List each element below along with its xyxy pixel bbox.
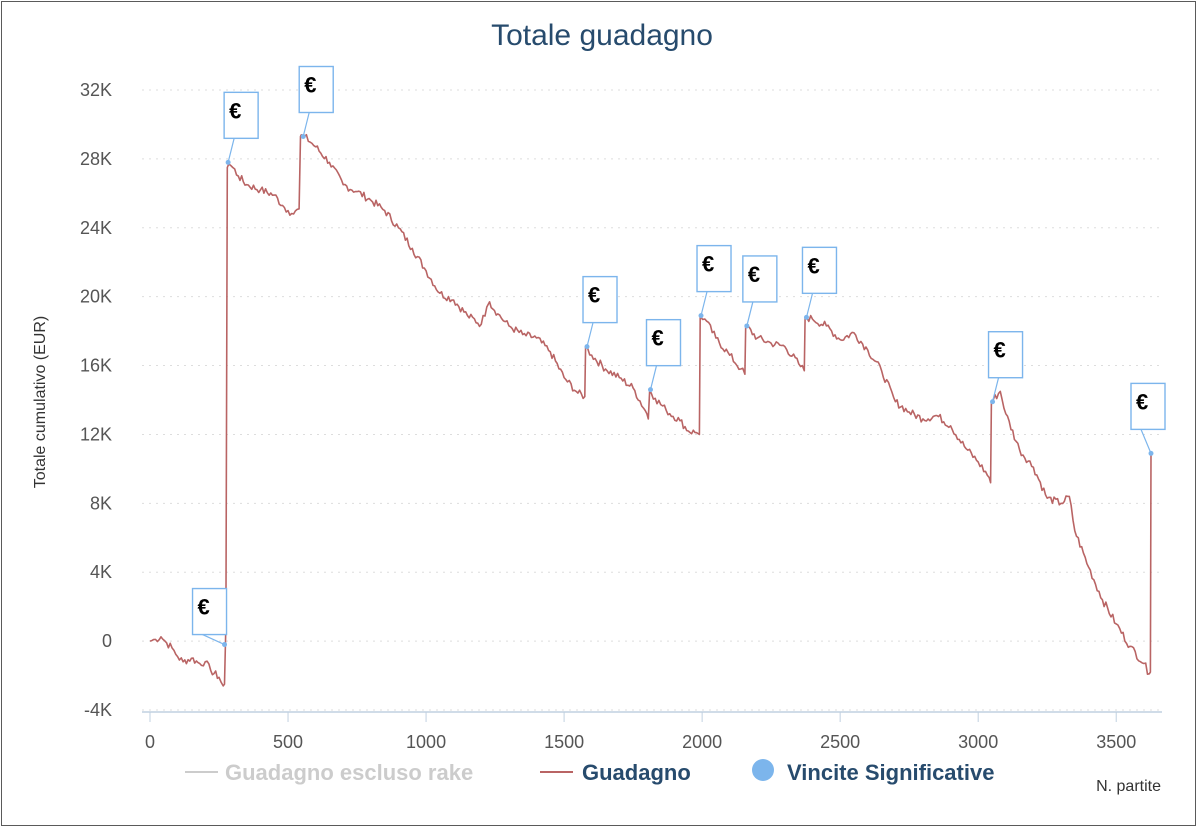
flag-label: € (229, 98, 241, 123)
y-tick-label: 32K (80, 80, 112, 100)
flag-point (1148, 450, 1154, 456)
flag-stem (227, 138, 235, 163)
flag-point (698, 313, 704, 319)
legend-item-guadagno[interactable]: Guadagno (540, 760, 691, 785)
flag-label: € (994, 338, 1006, 363)
series-layer (149, 133, 1152, 687)
flag-point (648, 387, 653, 393)
flag-box (987, 331, 1024, 379)
x-tick-label: 2500 (820, 732, 860, 752)
flag-vincita[interactable]: € (801, 246, 838, 320)
flag-label: € (588, 283, 600, 308)
flag-vincita[interactable]: € (223, 91, 259, 165)
flag-vincita[interactable]: € (298, 65, 334, 140)
flag-vincita[interactable]: € (696, 244, 732, 319)
y-tick-label: 24K (80, 218, 112, 238)
grid-lines (142, 89, 1162, 711)
x-axis-title: N. partite (1096, 778, 1161, 795)
flag-stem (586, 322, 594, 347)
flag-point (990, 399, 996, 405)
flag-stem (1140, 429, 1152, 454)
legend: Guadagno escluso rake Guadagno Vincite S… (185, 759, 994, 785)
flag-vincita[interactable]: € (645, 318, 682, 393)
legend-item-vincite-significative[interactable]: Vincite Significative (752, 759, 994, 785)
flag-label: € (1136, 389, 1148, 414)
flag-box (191, 587, 228, 636)
y-tick-label: 4K (90, 562, 112, 582)
x-tick-label: 0 (145, 732, 155, 752)
flag-vincita[interactable]: € (191, 587, 228, 648)
y-tick-label: 0 (102, 631, 112, 651)
x-tick-label: 3500 (1096, 732, 1136, 752)
flag-stem (202, 634, 225, 646)
flag-label: € (652, 326, 664, 351)
y-axis-title: Totale cumulativo (EUR) (32, 316, 49, 489)
y-tick-label: 28K (80, 149, 112, 169)
x-tick-label: 1000 (406, 732, 446, 752)
y-tick-label: -4K (84, 700, 112, 720)
flag-stem (700, 291, 708, 316)
legend-label-guadagno: Guadagno (582, 760, 691, 785)
x-tick-label: 500 (273, 732, 303, 752)
flag-box (645, 318, 682, 367)
flag-label: € (198, 595, 210, 620)
flag-point (744, 323, 750, 329)
flags-layer: € € € € € € € € € € (191, 65, 1166, 648)
legend-marker-vincite (752, 759, 774, 781)
flag-label: € (304, 73, 316, 98)
y-axis-ticks: -4K 0 4K 8K 12K 16K 20K 24K 28K 32K (80, 80, 112, 720)
series-line-guadagno (149, 133, 1152, 687)
flag-point (300, 134, 306, 139)
flag-box (298, 65, 334, 114)
x-axis-ticks: 0 500 1000 1500 2000 2500 3000 3500 (145, 712, 1136, 752)
flag-stem (649, 365, 658, 390)
flag-box (223, 91, 259, 140)
flag-box (696, 244, 732, 293)
flag-box (742, 255, 778, 303)
flag-stem (746, 301, 754, 327)
legend-label-vincite: Vincite Significative (787, 760, 994, 785)
flag-vincita[interactable]: € (582, 275, 618, 350)
y-tick-label: 8K (90, 493, 112, 513)
flag-point (222, 642, 228, 648)
legend-item-guadagno-escluso-rake[interactable]: Guadagno escluso rake (185, 760, 473, 785)
flag-box (582, 275, 618, 324)
x-tick-label: 1500 (544, 732, 584, 752)
flag-point (584, 344, 590, 350)
flag-point (225, 159, 231, 165)
flag-stem (991, 377, 1000, 402)
flag-vincita[interactable]: € (987, 331, 1024, 405)
flag-stem (302, 112, 310, 137)
y-tick-label: 12K (80, 424, 112, 444)
flag-box (801, 246, 838, 295)
flag-label: € (702, 252, 714, 277)
flag-vincita[interactable]: € (742, 255, 778, 329)
flag-label: € (807, 253, 819, 278)
flag-vincita[interactable]: € (1130, 382, 1166, 456)
chart-title: Totale guadagno (491, 19, 713, 52)
flag-point (803, 314, 809, 320)
y-tick-label: 20K (80, 287, 112, 307)
flag-box (1130, 382, 1166, 431)
x-tick-label: 2000 (682, 732, 722, 752)
flag-stem (805, 293, 814, 318)
legend-label-escluso-rake: Guadagno escluso rake (225, 760, 473, 785)
y-tick-label: 16K (80, 356, 112, 376)
x-tick-label: 3000 (958, 732, 998, 752)
flag-label: € (748, 262, 760, 287)
